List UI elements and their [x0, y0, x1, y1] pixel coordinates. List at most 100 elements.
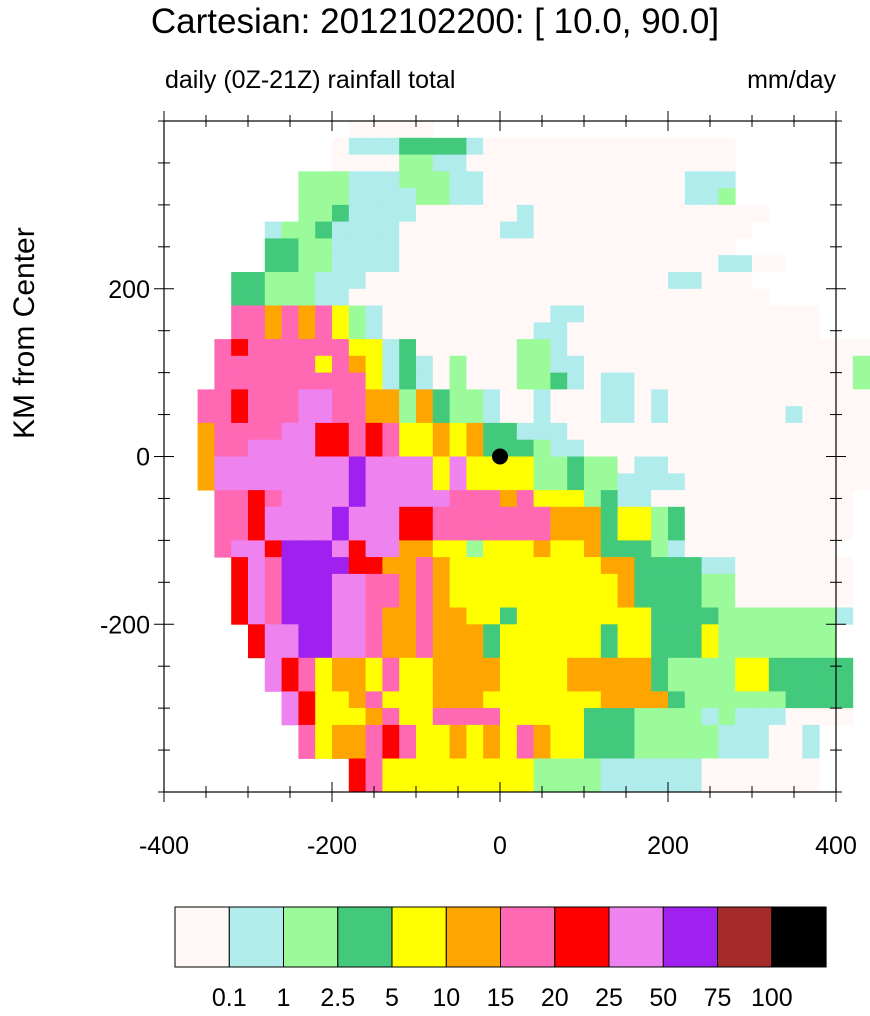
heatmap-cell — [516, 473, 534, 491]
heatmap-cell — [651, 657, 669, 675]
heatmap-cell — [836, 355, 854, 373]
heatmap-cell — [248, 389, 266, 407]
chart-title: Cartesian: 2012102200: [ 10.0, 90.0] — [150, 2, 720, 41]
heatmap-cell — [466, 641, 484, 659]
heatmap-cell — [752, 439, 770, 457]
heatmap-cell — [634, 355, 652, 373]
heatmap-cell — [483, 422, 501, 441]
heatmap-cell — [600, 171, 618, 189]
heatmap-cell — [684, 456, 702, 474]
heatmap-cell — [550, 188, 568, 206]
heatmap-cell — [718, 272, 736, 290]
heatmap-cell — [365, 523, 383, 541]
heatmap-cell — [500, 372, 518, 390]
heatmap-cell — [483, 523, 501, 541]
heatmap-cell — [332, 473, 350, 491]
right-subtitle: mm/day — [747, 66, 836, 94]
heatmap-cell — [483, 154, 501, 172]
heatmap-cell — [550, 305, 568, 323]
heatmap-cell — [348, 557, 366, 575]
heatmap-cell — [684, 641, 702, 659]
heatmap-cell — [348, 624, 366, 642]
heatmap-cell — [399, 456, 417, 474]
heatmap-cell — [264, 607, 282, 625]
heatmap-cell — [483, 674, 501, 692]
heatmap-cell — [617, 691, 635, 709]
heatmap-cell — [500, 641, 518, 659]
heatmap-cell — [802, 775, 820, 793]
colorbar-box — [717, 906, 773, 968]
heatmap-cell — [584, 188, 602, 206]
heatmap-cell — [248, 590, 266, 608]
heatmap-cell — [836, 422, 854, 441]
heatmap-cell — [298, 372, 316, 390]
heatmap-cell — [483, 406, 501, 424]
heatmap-cell — [684, 288, 702, 306]
heatmap-cell — [264, 372, 282, 390]
heatmap-cell — [483, 724, 501, 743]
heatmap-cell — [500, 272, 518, 290]
heatmap-cell — [768, 624, 786, 642]
heatmap-cell — [416, 590, 434, 608]
heatmap-cell — [567, 724, 585, 743]
x-tick-label: -200 — [307, 832, 357, 860]
heatmap-cell — [735, 506, 753, 524]
heatmap-cell — [567, 490, 585, 508]
heatmap-cell — [500, 741, 518, 759]
heatmap-cell — [701, 590, 719, 608]
heatmap-cell — [785, 506, 803, 524]
heatmap-cell — [802, 506, 820, 524]
heatmap-cell — [382, 775, 400, 793]
heatmap-cell — [298, 322, 316, 340]
heatmap-cell — [634, 305, 652, 323]
heatmap-cell — [365, 255, 383, 273]
heatmap-cell — [365, 355, 383, 373]
heatmap-cell — [315, 355, 333, 373]
heatmap-cell — [701, 305, 719, 323]
heatmap-cell — [668, 490, 686, 508]
heatmap-cell — [718, 708, 736, 726]
heatmap-cell — [802, 322, 820, 340]
heatmap-cell — [550, 523, 568, 541]
heatmap-cell — [735, 255, 753, 273]
heatmap-cell — [668, 154, 686, 172]
heatmap-cell — [819, 607, 837, 625]
heatmap-cell — [483, 758, 501, 776]
heatmap-cell — [600, 607, 618, 625]
heatmap-cell — [701, 641, 719, 659]
heatmap-cell — [668, 624, 686, 642]
heatmap-cell — [365, 607, 383, 625]
heatmap-cell — [298, 590, 316, 608]
heatmap-cell — [752, 372, 770, 390]
heatmap-cell — [298, 188, 316, 206]
heatmap-cell — [348, 590, 366, 608]
heatmap-cell — [416, 272, 434, 290]
heatmap-cell — [617, 322, 635, 340]
heatmap-cell — [567, 339, 585, 357]
heatmap-cell — [466, 355, 484, 373]
heatmap-cell — [718, 339, 736, 357]
heatmap-cell — [264, 355, 282, 373]
heatmap-cell — [634, 255, 652, 273]
heatmap-cell — [550, 607, 568, 625]
heatmap-cell — [617, 758, 635, 776]
heatmap-cell — [214, 422, 232, 441]
heatmap-cell — [533, 590, 551, 608]
heatmap-cell — [516, 137, 534, 155]
heatmap-cell — [516, 775, 534, 793]
heatmap-cell — [752, 540, 770, 558]
colorbar-label: 15 — [487, 984, 515, 1012]
heatmap-cell — [483, 775, 501, 793]
heatmap-cell — [281, 523, 299, 541]
heatmap-cell — [584, 322, 602, 340]
heatmap-cell — [365, 557, 383, 575]
heatmap-cell — [584, 221, 602, 239]
heatmap-cell — [315, 305, 333, 323]
heatmap-cell — [214, 473, 232, 491]
heatmap-cell — [634, 590, 652, 608]
heatmap-cell — [416, 288, 434, 306]
heatmap-cell — [332, 188, 350, 206]
heatmap-cell — [382, 255, 400, 273]
heatmap-cell — [516, 674, 534, 692]
heatmap-cell — [752, 339, 770, 357]
